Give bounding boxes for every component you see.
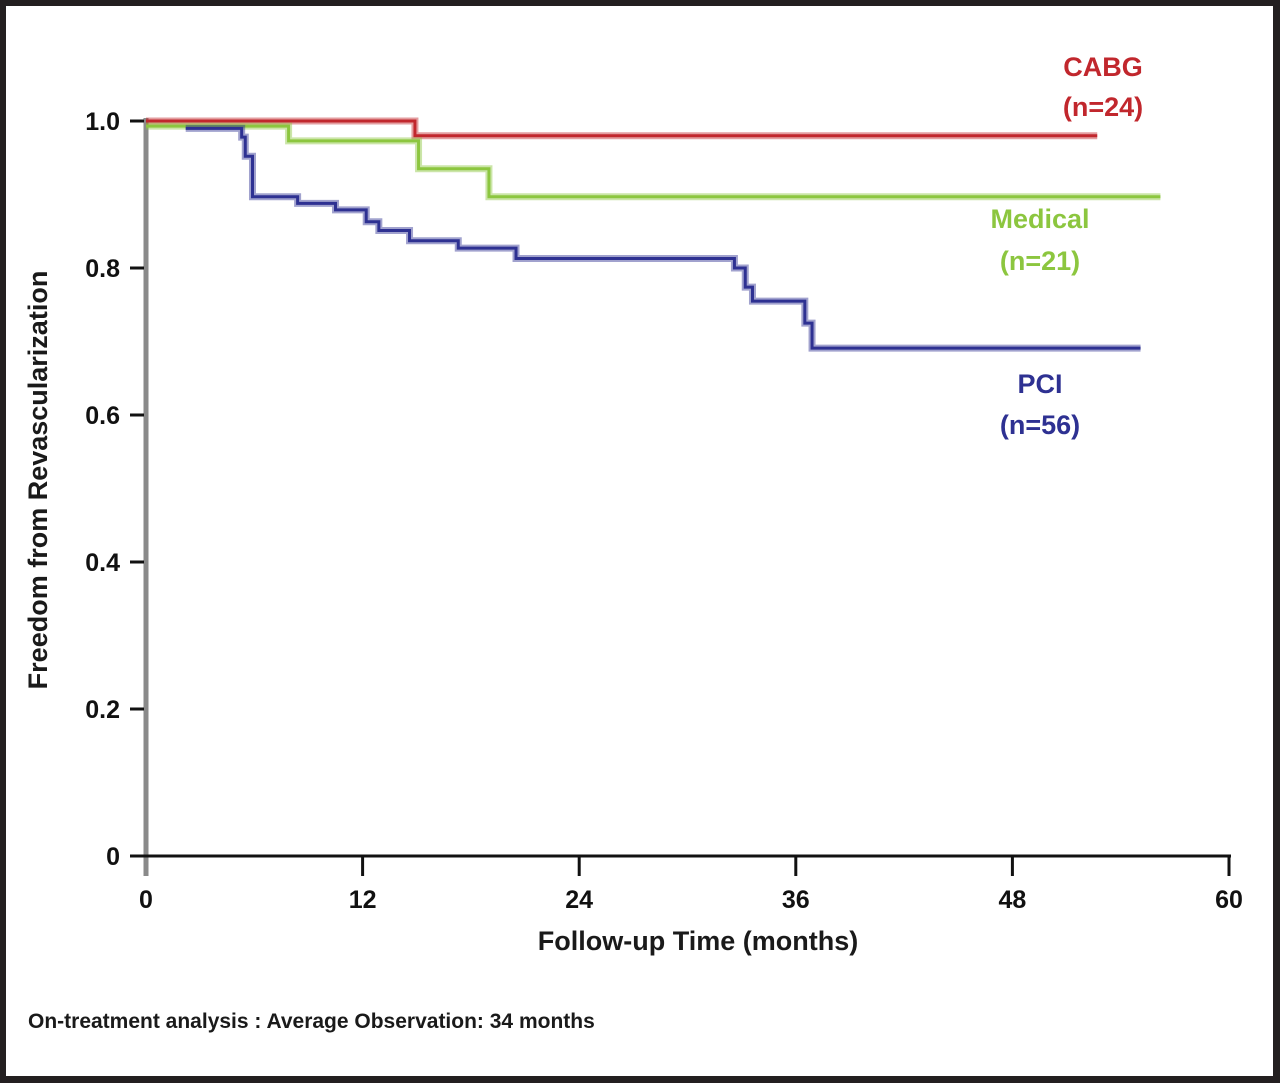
series-line-cabg <box>146 119 1098 138</box>
x-tick-label: 60 <box>1215 886 1243 914</box>
series-n-medical: (n=21) <box>1000 246 1080 276</box>
y-ticks: 0 0.2 0.4 0.6 0.8 1.0 <box>85 108 144 871</box>
series-label-cabg: CABG <box>1063 52 1143 82</box>
x-tick-label: 36 <box>782 886 810 914</box>
y-tick-label: 0 <box>106 843 120 871</box>
y-tick-label: 0.8 <box>85 255 120 283</box>
series-line-medical <box>146 124 1161 199</box>
footnote: On-treatment analysis : Average Observat… <box>28 1010 595 1033</box>
x-tick-label: 24 <box>565 886 593 914</box>
x-axis-title: Follow-up Time (months) <box>538 926 858 956</box>
x-ticks: 0 12 24 36 48 60 <box>139 856 1243 914</box>
series-label-pci: PCI <box>1017 369 1062 399</box>
series-n-pci: (n=56) <box>1000 410 1080 440</box>
series-line-pci <box>185 126 1141 350</box>
series-n-cabg: (n=24) <box>1063 92 1143 122</box>
x-tick-label: 0 <box>139 886 153 914</box>
y-tick-label: 1.0 <box>85 108 120 136</box>
x-tick-label: 12 <box>349 886 377 914</box>
series-label-medical: Medical <box>990 204 1089 234</box>
y-axis-title: Freedom from Revascularization <box>23 271 53 690</box>
y-tick-label: 0.4 <box>85 549 120 577</box>
axes <box>130 118 1231 876</box>
x-tick-label: 48 <box>998 886 1026 914</box>
figure-frame <box>6 6 1273 1076</box>
y-tick-label: 0.2 <box>85 696 120 724</box>
series-halo-pci <box>185 124 1141 352</box>
series-group <box>146 117 1161 352</box>
y-tick-label: 0.6 <box>85 402 120 430</box>
